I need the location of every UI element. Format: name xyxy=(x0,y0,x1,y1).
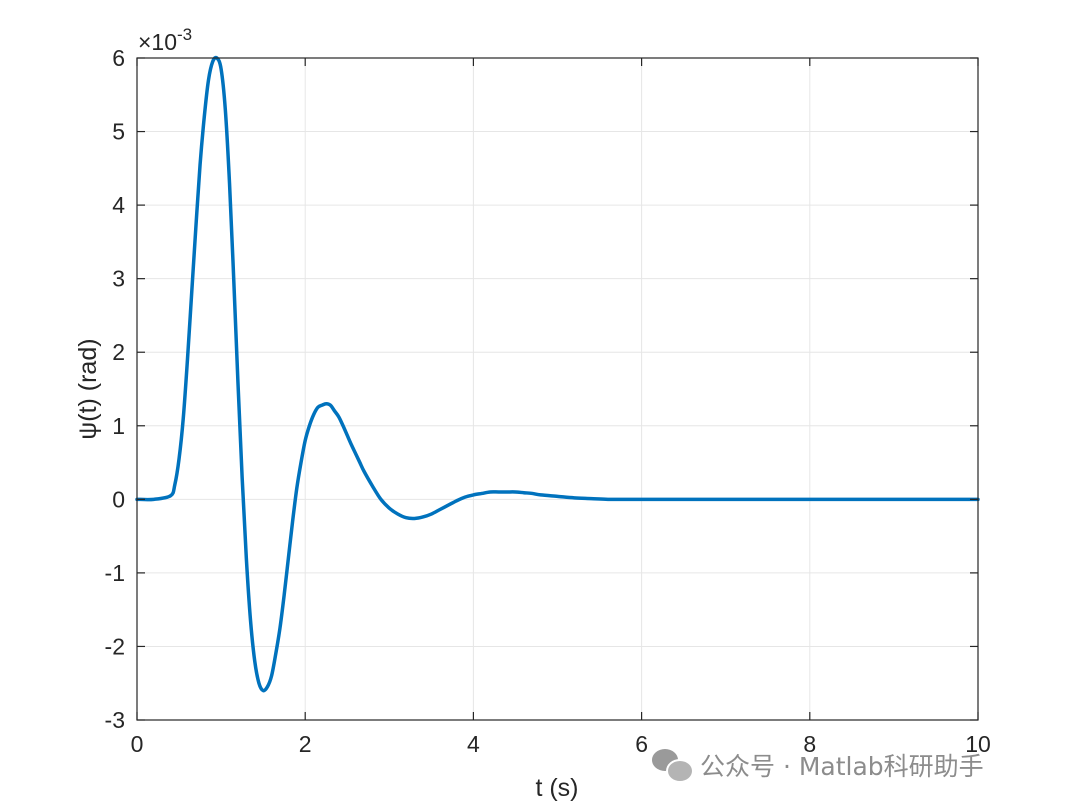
ticks: 0 2 4 6 8 10 -3 -2 -1 0 1 2 3 4 5 6 xyxy=(105,45,991,757)
y-tick-label: 4 xyxy=(112,192,125,218)
x-tick-label: 0 xyxy=(131,731,144,757)
y-axis-label: ψ(t) (rad) xyxy=(74,338,102,439)
y-tick-label: -2 xyxy=(105,633,125,659)
y-tick-label: 3 xyxy=(112,266,125,292)
y-exponent-base: ×10 xyxy=(138,29,177,55)
y-tick-label: 2 xyxy=(112,339,125,365)
y-exponent-label: ×10-3 xyxy=(138,25,192,55)
grid xyxy=(136,57,979,721)
series-line xyxy=(135,55,980,693)
x-tick-label: 8 xyxy=(803,731,816,757)
y-tick-label: -3 xyxy=(105,707,125,733)
y-tick-label: -1 xyxy=(105,560,125,586)
axes-box xyxy=(136,57,979,721)
y-tick-label: 1 xyxy=(112,413,125,439)
x-tick-label: 2 xyxy=(299,731,312,757)
x-tick-label: 6 xyxy=(635,731,648,757)
watermark: 公众号 · Matlab科研助手 xyxy=(652,745,984,785)
x-axis-label: t (s) xyxy=(535,774,578,802)
x-tick-label: 10 xyxy=(965,731,991,757)
y-tick-label: 0 xyxy=(112,486,125,512)
y-tick-label: 5 xyxy=(112,119,125,145)
watermark-text: 公众号 · Matlab科研助手 xyxy=(700,752,984,781)
y-exponent-power: -3 xyxy=(177,25,192,44)
x-tick-label: 4 xyxy=(467,731,480,757)
wechat-icon xyxy=(652,747,694,783)
plot-area xyxy=(135,55,980,693)
y-tick-label: 6 xyxy=(112,45,125,71)
